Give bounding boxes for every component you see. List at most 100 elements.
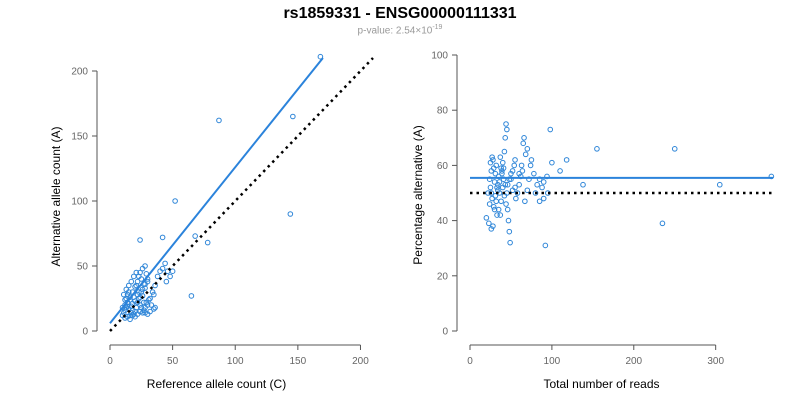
data-point bbox=[494, 212, 500, 218]
data-point bbox=[142, 281, 148, 288]
data-point bbox=[540, 179, 547, 185]
data-point bbox=[502, 181, 509, 188]
data-point bbox=[534, 181, 540, 188]
data-point bbox=[134, 299, 141, 306]
data-point bbox=[490, 204, 497, 210]
data-point bbox=[144, 311, 151, 317]
x-tick-label: 0 bbox=[467, 356, 473, 367]
data-point bbox=[147, 295, 153, 302]
data-point bbox=[506, 228, 513, 235]
x-axis-title: Reference allele count (C) bbox=[147, 377, 286, 391]
data-point bbox=[507, 239, 513, 246]
data-point bbox=[503, 121, 509, 127]
data-point bbox=[499, 159, 506, 166]
data-point bbox=[124, 303, 131, 310]
data-point bbox=[139, 286, 146, 293]
data-point bbox=[490, 165, 497, 171]
data-point bbox=[162, 260, 168, 267]
data-point bbox=[483, 215, 490, 221]
data-point bbox=[134, 278, 141, 285]
data-point bbox=[509, 168, 516, 174]
percentage-alternative-scatter: 0 100 200 300 0 20 40 60 80 100 Total number of re… bbox=[411, 51, 775, 391]
data-point bbox=[491, 206, 498, 213]
data-point bbox=[133, 269, 140, 276]
data-point bbox=[563, 157, 570, 163]
data-point bbox=[490, 223, 496, 229]
data-point bbox=[137, 237, 143, 243]
data-point bbox=[488, 190, 495, 196]
data-point bbox=[151, 306, 157, 312]
x-tick-label: 300 bbox=[707, 356, 724, 367]
data-point bbox=[499, 168, 505, 174]
data-point bbox=[120, 291, 127, 298]
data-point bbox=[495, 206, 502, 213]
data-point bbox=[123, 286, 130, 293]
data-point bbox=[487, 184, 494, 191]
data-point bbox=[498, 165, 504, 171]
data-point bbox=[504, 126, 510, 133]
data-point bbox=[494, 184, 500, 191]
data-point bbox=[142, 263, 148, 269]
data-point bbox=[503, 201, 509, 207]
data-point bbox=[497, 212, 504, 218]
data-point bbox=[486, 220, 492, 227]
x-tick-label: 0 bbox=[107, 356, 113, 367]
data-point bbox=[192, 233, 198, 239]
x-tick-label: 100 bbox=[544, 356, 561, 367]
data-point bbox=[486, 201, 493, 207]
data-point bbox=[287, 211, 294, 217]
data-point bbox=[539, 184, 545, 191]
data-point bbox=[512, 157, 518, 163]
data-point bbox=[159, 265, 166, 272]
data-point bbox=[528, 157, 535, 163]
data-point bbox=[497, 154, 504, 160]
data-point bbox=[149, 289, 156, 295]
data-point bbox=[152, 304, 158, 311]
data-point bbox=[122, 297, 128, 303]
data-point bbox=[716, 181, 723, 188]
data-point bbox=[488, 226, 495, 232]
data-point bbox=[512, 184, 518, 191]
data-point bbox=[516, 181, 522, 188]
data-point bbox=[489, 154, 495, 160]
x-axis-title: Total number of reads bbox=[543, 377, 659, 391]
data-point bbox=[172, 198, 178, 204]
data-point bbox=[524, 146, 531, 152]
data-point bbox=[521, 135, 527, 141]
data-point bbox=[502, 135, 509, 141]
data-point bbox=[492, 170, 499, 177]
x-tick-label: 50 bbox=[167, 356, 179, 367]
data-point bbox=[495, 181, 501, 188]
data-point bbox=[511, 162, 518, 169]
y-tick-label: 150 bbox=[71, 132, 88, 143]
data-point bbox=[513, 195, 519, 202]
data-point bbox=[128, 278, 135, 285]
data-point bbox=[536, 198, 543, 205]
allele-count-scatter: 0 50 100 150 200 0 50 100 150 200 Reference allele… bbox=[49, 53, 374, 391]
data-point bbox=[504, 181, 511, 188]
data-point bbox=[119, 304, 126, 311]
y-tick-label: 0 bbox=[82, 327, 88, 338]
data-point bbox=[130, 311, 137, 317]
y-tick-label: 100 bbox=[71, 197, 88, 208]
data-point bbox=[542, 242, 549, 249]
y-tick-label: 40 bbox=[437, 216, 449, 227]
data-point bbox=[522, 151, 529, 158]
data-point bbox=[216, 117, 222, 124]
data-point bbox=[547, 126, 554, 133]
data-point bbox=[167, 273, 173, 280]
data-point bbox=[141, 299, 147, 306]
data-point bbox=[487, 159, 494, 166]
data-point bbox=[501, 148, 508, 155]
data-point bbox=[127, 316, 133, 323]
data-point bbox=[671, 146, 678, 152]
data-point bbox=[557, 168, 563, 174]
data-point bbox=[519, 168, 526, 174]
y-tick-label: 60 bbox=[437, 161, 449, 172]
y-axis-title: Percentage alternative (A) bbox=[411, 125, 425, 264]
data-point bbox=[580, 181, 586, 188]
x-tick-label: 150 bbox=[290, 356, 307, 367]
data-point bbox=[163, 278, 170, 285]
data-point bbox=[130, 273, 137, 280]
data-point bbox=[532, 190, 539, 196]
